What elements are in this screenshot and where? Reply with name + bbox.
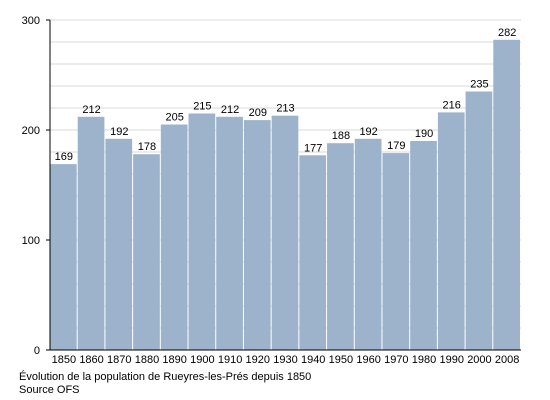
data-label: 282	[498, 27, 516, 39]
data-label: 192	[110, 126, 128, 138]
bar	[133, 154, 160, 350]
data-label: 209	[249, 107, 267, 119]
bar	[160, 124, 188, 350]
y-axis: 0 100 200 300	[22, 15, 51, 357]
data-label: 188	[332, 130, 350, 142]
data-label: 205	[165, 112, 183, 124]
x-tick-label: 1960	[356, 354, 380, 366]
data-label: 192	[359, 126, 377, 138]
bar	[382, 153, 410, 350]
x-axis: 1850 1860 1870 1880 1890 1900 1910 1920 1930 1940…	[50, 349, 521, 366]
data-label: 212	[221, 104, 239, 116]
bar	[299, 155, 327, 350]
bar	[77, 116, 105, 350]
data-labels: 169 212 192 178 205 215 212 209 213 177 188 192 179 1…	[55, 27, 517, 163]
x-tick-label: 1990	[439, 354, 463, 366]
x-tick-label: 2000	[467, 354, 491, 366]
y-tick-label: 300	[22, 15, 40, 27]
x-tick-label: 2008	[495, 354, 519, 366]
data-label: 215	[193, 101, 211, 113]
bar	[327, 143, 354, 350]
y-tick-label: 100	[22, 235, 40, 247]
bar	[188, 113, 216, 350]
bar	[271, 115, 299, 350]
data-label: 169	[55, 151, 73, 163]
x-tick-label: 1920	[246, 354, 270, 366]
chart-source: Source OFS	[19, 384, 80, 396]
x-tick-label: 1890	[162, 354, 186, 366]
bars	[50, 39, 520, 351]
chart-caption: Évolution de la population de Rueyres-le…	[19, 371, 312, 383]
data-label: 212	[82, 104, 100, 116]
y-tick-label: 0	[34, 345, 40, 357]
x-tick-label: 1860	[79, 354, 103, 366]
bar	[354, 138, 382, 350]
data-label: 216	[443, 99, 461, 111]
data-label: 190	[415, 128, 433, 140]
x-tick-label: 1970	[384, 354, 408, 366]
data-label: 177	[304, 142, 322, 154]
x-tick-label: 1870	[107, 354, 131, 366]
bar	[410, 141, 437, 350]
bar	[50, 164, 77, 350]
data-label: 213	[276, 103, 294, 115]
bar	[216, 116, 243, 350]
x-tick-label: 1900	[190, 354, 214, 366]
data-label: 178	[138, 141, 156, 153]
x-tick-label: 1980	[412, 354, 436, 366]
x-tick-label: 1930	[273, 354, 297, 366]
bar	[105, 138, 133, 350]
bar	[437, 112, 465, 351]
bar	[493, 39, 520, 351]
x-tick-label: 1880	[135, 354, 159, 366]
x-tick-label: 1850	[52, 354, 76, 366]
x-tick-label: 1940	[301, 354, 325, 366]
x-tick-label: 1910	[218, 354, 242, 366]
data-label: 235	[470, 79, 488, 91]
y-tick-label: 200	[22, 125, 40, 137]
x-tick-label: 1950	[329, 354, 353, 366]
bar	[243, 120, 271, 350]
data-label: 179	[387, 140, 405, 152]
bar	[465, 91, 493, 350]
